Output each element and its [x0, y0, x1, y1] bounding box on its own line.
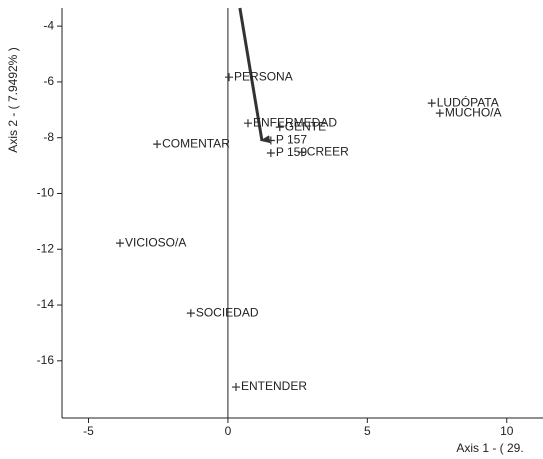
- point-label: COMENTAR: [162, 136, 230, 150]
- point: [297, 148, 306, 157]
- point: [153, 140, 162, 149]
- arrow: [238, 7, 271, 144]
- point-label: P 159: [276, 145, 307, 159]
- x-tick-label: 0: [225, 424, 232, 438]
- x-tick-label: 10: [500, 424, 514, 438]
- point-label: ENFERMEDAD: [253, 115, 337, 129]
- y-tick-label: -10: [37, 186, 55, 200]
- point: [231, 383, 240, 392]
- point-label: LUDÓPATA: [437, 94, 499, 109]
- y-tick-label: -12: [37, 241, 55, 255]
- y-axis-label: Axis 2 - ( 7.9492% ): [6, 47, 20, 152]
- point-label: CREER: [307, 144, 349, 158]
- x-tick-label: -5: [83, 424, 94, 438]
- y-tick-label: -4: [43, 18, 54, 32]
- point: [275, 123, 284, 132]
- point: [243, 119, 252, 128]
- point-label: SOCIEDAD: [196, 305, 259, 319]
- y-tick-label: -6: [43, 74, 54, 88]
- point: [266, 149, 275, 158]
- point-label: VICIOSO/A: [125, 235, 186, 249]
- point: [435, 109, 444, 118]
- point: [427, 99, 436, 108]
- y-tick-label: -14: [37, 297, 55, 311]
- y-tick-label: -16: [37, 353, 55, 367]
- point: [266, 136, 275, 145]
- y-tick-label: -8: [43, 130, 54, 144]
- point-label: P 157: [276, 133, 307, 147]
- point: [186, 309, 195, 318]
- point-label: GENTE: [285, 119, 326, 133]
- point-label: MUCHO/A: [445, 105, 502, 119]
- x-tick-label: 5: [364, 424, 371, 438]
- point: [225, 73, 234, 82]
- x-axis-label: Axis 1 - ( 29.: [456, 441, 523, 455]
- point: [115, 239, 124, 248]
- point-label: PERSONA: [234, 69, 293, 83]
- point-label: ENTENDER: [241, 379, 307, 393]
